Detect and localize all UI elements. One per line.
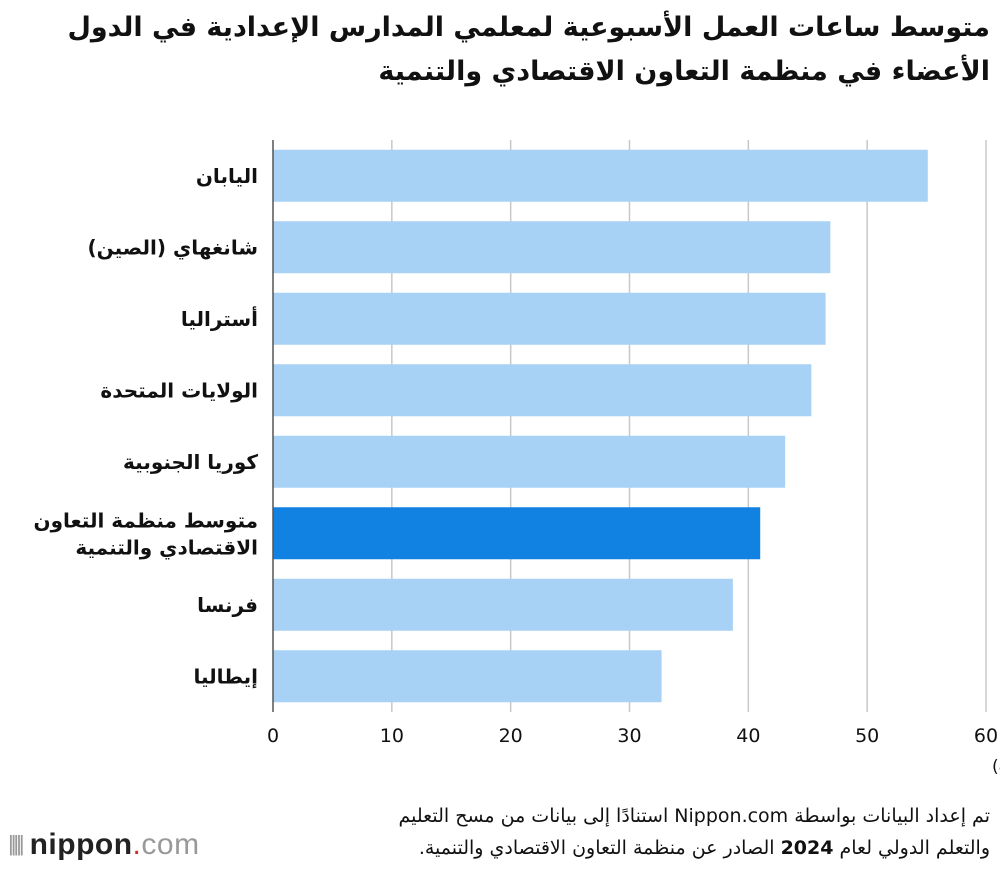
source-line-2-pre: والتعلم الدولي لعام [833, 837, 990, 859]
nippon-logo: ||||| nippon.com [8, 828, 200, 862]
x-tick-labels: 0 10 20 30 40 50 60 [267, 725, 998, 747]
bar [273, 507, 761, 560]
bar [273, 435, 786, 488]
category-label: شانغهاي (الصين) [88, 235, 259, 260]
bar [273, 292, 826, 345]
category-label: فرنسا [197, 593, 258, 617]
bar [273, 578, 733, 631]
x-tick-label: 50 [855, 725, 879, 747]
category-label: كوريا الجنوبية [123, 450, 258, 474]
bar [273, 650, 662, 703]
bar [273, 221, 831, 274]
source-note: تم إعداد البيانات بواسطة Nippon.com استن… [230, 800, 990, 864]
x-tick-label: 20 [499, 725, 523, 747]
category-label: إيطاليا [193, 664, 258, 688]
category-label: أستراليا [181, 305, 258, 331]
logo-main: nippon [29, 828, 133, 861]
bar [273, 149, 928, 202]
source-line-2-post: الصادر عن منظمة التعاون الاقتصادي والتنم… [418, 837, 781, 859]
bars [273, 149, 928, 703]
logo-bars-icon: ||||| [8, 831, 24, 856]
category-label: الولايات المتحدة [100, 378, 258, 402]
logo-dot: . [132, 828, 142, 861]
chart-title: متوسط ساعات العمل الأسبوعية لمعلمي المدا… [67, 12, 990, 87]
x-tick-label: 60 [974, 725, 998, 747]
category-labels: اليابان شانغهاي (الصين) أستراليا الولايات ا… [34, 164, 259, 689]
source-line-2: والتعلم الدولي لعام 2024 الصادر عن منظمة… [230, 832, 990, 864]
bar-chart: اليابان شانغهاي (الصين) أستراليا الولايات ا… [34, 140, 1000, 777]
category-label: متوسط منظمة التعاون الاقتصادي والتنمية [34, 508, 259, 560]
category-label: اليابان [196, 164, 258, 188]
x-tick-label: 10 [380, 725, 404, 747]
logo-com: com [141, 828, 200, 861]
bar [273, 364, 812, 417]
x-axis-label: (ساعات) [992, 757, 1000, 777]
source-line-1: تم إعداد البيانات بواسطة Nippon.com استن… [398, 805, 990, 827]
x-tick-label: 40 [736, 725, 760, 747]
x-tick-label: 30 [617, 725, 641, 747]
source-year: 2024 [780, 837, 834, 859]
x-tick-label: 0 [267, 725, 279, 747]
